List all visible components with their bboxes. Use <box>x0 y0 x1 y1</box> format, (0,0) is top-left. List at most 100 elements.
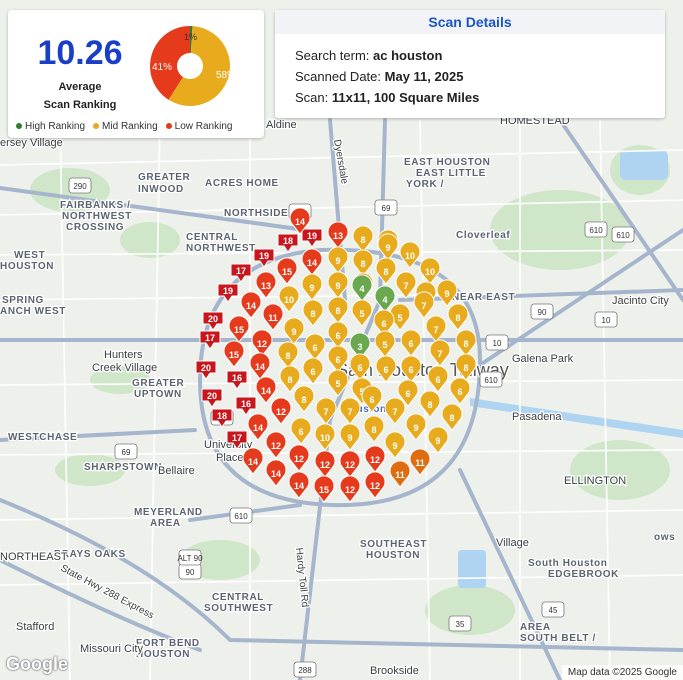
rank-pin[interactable]: 11 <box>389 460 411 488</box>
rank-pin[interactable]: 6 <box>327 345 349 373</box>
rank-pin[interactable]: 7 <box>413 291 435 319</box>
rank-pin[interactable]: 4 <box>351 274 373 302</box>
rank-pin[interactable]: 6 <box>304 333 326 361</box>
rank-pin[interactable]: 8 <box>363 415 385 443</box>
rank-pin[interactable]: 17 <box>199 330 221 350</box>
place-label: Missouri City <box>80 643 143 655</box>
rank-pin[interactable]: 7 <box>315 397 337 425</box>
rank-pin[interactable]: 14 <box>288 471 310 499</box>
rank-pin[interactable]: 9 <box>377 233 399 261</box>
rank-pin[interactable]: 8 <box>455 329 477 357</box>
rank-pin[interactable]: 8 <box>352 225 374 253</box>
rank-pin[interactable]: 8 <box>455 353 477 381</box>
rank-pin[interactable]: 5 <box>374 330 396 358</box>
rank-pin[interactable]: 8 <box>327 296 349 324</box>
rank-pin[interactable]: 13 <box>327 221 349 249</box>
rank-pin[interactable]: 14 <box>249 352 271 380</box>
rank-pin[interactable]: 11 <box>409 448 431 476</box>
rank-pin[interactable]: 8 <box>352 249 374 277</box>
rank-pin[interactable]: 11 <box>262 303 284 331</box>
rank-pin[interactable]: 15 <box>313 475 335 503</box>
rank-pin[interactable]: 9 <box>436 279 458 307</box>
rank-pin[interactable]: 16 <box>235 396 257 416</box>
rank-pin[interactable]: 9 <box>283 317 305 345</box>
rank-pin[interactable]: 12 <box>251 329 273 357</box>
rank-pin[interactable]: 9 <box>327 246 349 274</box>
rank-pin[interactable]: 12 <box>265 431 287 459</box>
rank-pin[interactable]: 12 <box>339 450 361 478</box>
rank-pin[interactable]: 6 <box>427 365 449 393</box>
rank-pin[interactable]: 7 <box>384 397 406 425</box>
rank-pin[interactable]: 10 <box>314 423 336 451</box>
rank-pin[interactable]: 19 <box>253 248 275 268</box>
rank-pin[interactable]: 20 <box>195 360 217 380</box>
map-attribution[interactable]: Map data ©2025 Google <box>561 665 683 680</box>
rank-pin[interactable]: 14 <box>242 447 264 475</box>
rank-pin[interactable]: 8 <box>279 365 301 393</box>
rank-pin[interactable]: 17 <box>230 263 252 283</box>
rank-pin[interactable]: 20 <box>201 388 223 408</box>
rank-pin[interactable]: 14 <box>247 413 269 441</box>
rank-pin[interactable]: 17 <box>226 430 248 450</box>
rank-pin[interactable]: 12 <box>364 471 386 499</box>
rank-pin[interactable]: 15 <box>223 340 245 368</box>
rank-pin[interactable]: 9 <box>339 423 361 451</box>
rank-marker-icon <box>384 397 406 425</box>
rank-pin[interactable]: 8 <box>375 257 397 285</box>
rank-pin[interactable]: 5 <box>351 299 373 327</box>
rank-pin[interactable]: 9 <box>384 431 406 459</box>
rank-pin[interactable]: 6 <box>302 357 324 385</box>
rank-marker-icon <box>363 415 385 443</box>
rank-pin[interactable]: 12 <box>364 445 386 473</box>
rank-pin[interactable]: 14 <box>255 376 277 404</box>
rank-pin[interactable]: 14 <box>240 291 262 319</box>
rank-marker-icon <box>255 376 277 404</box>
rank-pin[interactable]: 7 <box>395 271 417 299</box>
rank-pin[interactable]: 12 <box>288 444 310 472</box>
rank-pin[interactable]: 9 <box>301 273 323 301</box>
rank-pin[interactable]: 5 <box>327 369 349 397</box>
rank-pin[interactable]: 6 <box>400 355 422 383</box>
rank-pin[interactable]: 8 <box>293 385 315 413</box>
rank-pin[interactable]: 6 <box>375 355 397 383</box>
rank-pin[interactable]: 8 <box>302 299 324 327</box>
rank-pin[interactable]: 19 <box>301 228 323 248</box>
rank-pin[interactable]: 12 <box>314 450 336 478</box>
rank-pin[interactable]: 9 <box>327 271 349 299</box>
rank-pin[interactable]: 14 <box>301 248 323 276</box>
rank-pin[interactable]: 8 <box>441 403 463 431</box>
rank-pin[interactable]: 6 <box>327 321 349 349</box>
rank-pin[interactable]: 8 <box>447 303 469 331</box>
rank-pin[interactable]: 19 <box>217 283 239 303</box>
rank-pin[interactable]: 16 <box>226 370 248 390</box>
rank-pin[interactable]: 6 <box>400 329 422 357</box>
rank-pin[interactable]: 14 <box>265 459 287 487</box>
rank-pin[interactable]: 8 <box>419 390 441 418</box>
rank-pin[interactable]: 7 <box>425 315 447 343</box>
rank-pin[interactable]: 6 <box>349 353 371 381</box>
rank-pin[interactable]: 6 <box>373 309 395 337</box>
rank-pin[interactable]: 15 <box>228 315 250 343</box>
rank-pin[interactable]: 6 <box>290 417 312 445</box>
rank-pin[interactable]: 12 <box>339 475 361 503</box>
rank-pin[interactable]: 15 <box>276 257 298 285</box>
rank-pin[interactable]: 3 <box>349 332 371 360</box>
rank-pin[interactable]: 10 <box>419 257 441 285</box>
rank-pin[interactable]: 8 <box>277 341 299 369</box>
rank-pin[interactable]: 7 <box>339 397 361 425</box>
rank-pin[interactable]: 6 <box>397 379 419 407</box>
rank-pin[interactable]: 12 <box>270 397 292 425</box>
rank-pin[interactable]: 9 <box>427 426 449 454</box>
rank-pin[interactable]: 7 <box>429 339 451 367</box>
rank-pin[interactable]: 18 <box>211 408 233 428</box>
rank-pin[interactable]: 20 <box>202 311 224 331</box>
rank-pin[interactable]: 6 <box>361 385 383 413</box>
rank-pin[interactable]: 18 <box>277 233 299 253</box>
rank-pin[interactable]: 10 <box>399 241 421 269</box>
rank-pin[interactable]: 9 <box>405 413 427 441</box>
rank-pin[interactable]: 10 <box>278 285 300 313</box>
rank-pin[interactable]: 13 <box>255 271 277 299</box>
rank-pin[interactable]: 4 <box>374 285 396 313</box>
rank-pin[interactable]: 6 <box>449 377 471 405</box>
rank-pin[interactable]: 14 <box>289 207 311 235</box>
